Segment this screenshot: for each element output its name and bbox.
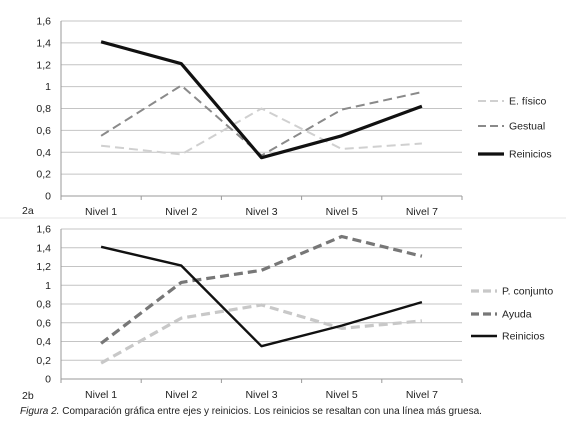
y-tick-label: 1,6 [36, 16, 51, 28]
x-tick-label: Nivel 2 [165, 206, 197, 218]
y-tick-label: 0,8 [36, 103, 51, 115]
x-tick-label: Nivel 1 [85, 206, 117, 218]
caption-text: Comparación gráfica entre ejes y reinici… [59, 406, 482, 417]
series-line [100, 234, 423, 345]
series-line [100, 303, 423, 365]
x-tick-label: Nivel 3 [245, 206, 277, 218]
x-tick-label: Nivel 1 [85, 389, 117, 401]
y-tick-label: 1,2 [36, 261, 51, 273]
y-tick-label: 0,4 [36, 336, 51, 348]
x-tick-label: Nivel 7 [406, 206, 438, 218]
series-line [100, 40, 423, 160]
x-tick-label: Nivel 7 [406, 389, 438, 401]
y-tick-label: 0,8 [36, 299, 51, 311]
x-tick-label: Nivel 3 [245, 389, 277, 401]
figure-caption: Figura 2. Comparación gráfica entre ejes… [20, 406, 560, 417]
legend-label: Reinicios [509, 149, 552, 161]
series-line [100, 84, 423, 157]
y-tick-label: 1,2 [36, 59, 51, 71]
y-tick-label: 0 [45, 374, 51, 386]
y-tick-label: 0,6 [36, 317, 51, 329]
series-line [100, 107, 422, 156]
legend-label: Gestual [509, 121, 545, 133]
legend-label: E. físico [509, 96, 547, 108]
x-tick-label: Nivel 2 [165, 389, 197, 401]
legend-label: Reinicios [502, 331, 545, 343]
y-tick-label: 0,2 [36, 355, 51, 367]
y-tick-label: 1,6 [36, 224, 51, 236]
y-tick-label: 0,6 [36, 125, 51, 137]
y-tick-label: 0 [45, 191, 51, 203]
series-line [100, 245, 423, 348]
x-tick-label: Nivel 5 [326, 206, 358, 218]
legend-label: Ayuda [502, 309, 532, 321]
caption-figure-label: Figura 2. [20, 406, 60, 417]
legend-label: P. conjunto [502, 286, 553, 298]
y-tick-label: 1 [45, 280, 51, 292]
panel-label: 2b [22, 390, 34, 402]
y-tick-label: 1 [45, 81, 51, 93]
panel-label: 2a [22, 205, 34, 217]
x-tick-label: Nivel 5 [326, 389, 358, 401]
y-tick-label: 0,2 [36, 169, 51, 181]
y-tick-label: 1,4 [36, 37, 51, 49]
y-tick-label: 0,4 [36, 147, 51, 159]
y-tick-label: 1,4 [36, 242, 51, 254]
